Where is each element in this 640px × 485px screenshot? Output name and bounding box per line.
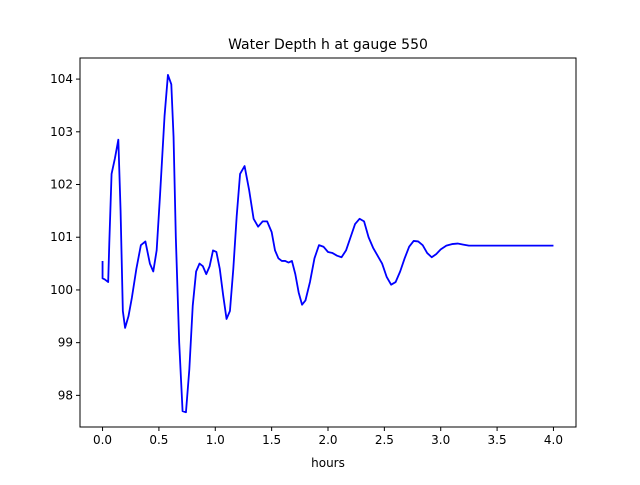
x-tick-label: 0.5 [149,433,168,447]
x-tick-label: 3.0 [431,433,450,447]
y-tick-label: 104 [50,72,73,86]
plot-area [101,73,554,414]
y-tick-label: 103 [50,125,73,139]
y-tick-label: 101 [50,230,73,244]
axis-ticks: 0.0 0.5 1.0 1.5 2.0 2.5 3.0 3.5 4.0 98 99 100 101 102… [50,72,563,447]
chart-title: Water Depth h at gauge 550 [228,37,428,53]
x-axis-label: hours [311,456,345,470]
x-tick-label: 3.5 [488,433,507,447]
x-tick-label: 2.5 [375,433,394,447]
x-tick-label: 2.0 [318,433,337,447]
y-tick-label: 100 [50,283,73,297]
plot-frame [79,57,577,428]
x-tick-label: 1.5 [262,433,281,447]
x-tick-label: 1.0 [206,433,225,447]
y-tick-label: 98 [58,388,73,402]
y-tick-label: 102 [50,178,73,192]
series-line-0 [101,73,554,414]
y-tick-label: 99 [58,336,73,350]
x-tick-label: 4.0 [544,433,563,447]
x-tick-label: 0.0 [93,433,112,447]
